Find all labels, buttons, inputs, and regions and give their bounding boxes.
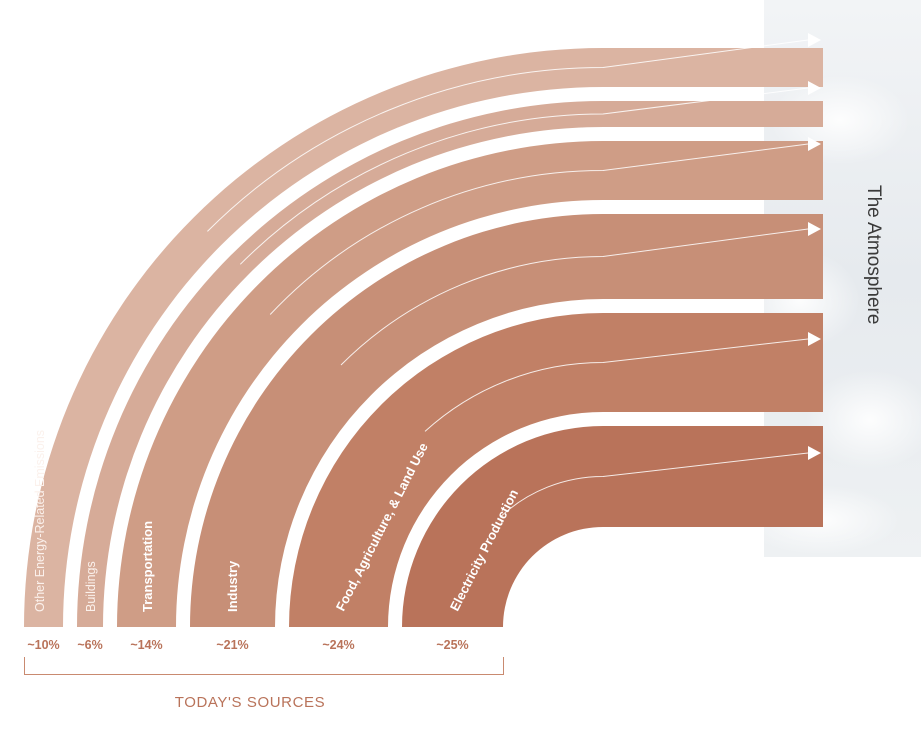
flow-line [424,338,809,432]
todays-sources-label: TODAY'S SOURCES [175,694,326,711]
source-band: Buildings [77,81,823,627]
flow-line [239,87,809,265]
source-bands: Other Energy-Related Emissions Buildings T… [24,33,823,627]
arrow-head-icon [808,332,821,346]
band-label: Buildings [84,561,98,612]
band-label: Other Energy-Related Emissions [33,430,47,612]
sources-bracket [24,657,504,675]
source-band: Industry [190,214,823,627]
bracket-line [24,657,504,675]
arrow-head-icon [808,137,821,151]
arrow-head-icon [808,446,821,460]
percentage-labels: ~10% ~6% ~14% ~21% ~24% ~25% [27,638,468,652]
band-label: Industry [225,560,240,612]
share-label: ~14% [130,638,162,652]
band-shape [289,313,823,627]
arrow-head-icon [808,81,821,95]
flow-line [269,143,809,315]
atmosphere-label: The Atmosphere [863,185,884,324]
arrow-head-icon [808,33,821,47]
band-shape [77,101,823,627]
source-band: Transportation [117,137,823,627]
band-shape [117,141,823,627]
cloud-shape [805,370,921,470]
flow-line [207,39,809,232]
band-shape [190,214,823,627]
share-label: ~10% [27,638,59,652]
share-label: ~25% [436,638,468,652]
flow-line [499,452,809,518]
share-label: ~21% [216,638,248,652]
band-shape [402,426,823,627]
band-shape [24,48,823,627]
share-label: ~24% [322,638,354,652]
share-label: ~6% [77,638,102,652]
band-label: Transportation [140,521,155,612]
arrow-head-icon [808,222,821,236]
source-band: Other Energy-Related Emissions [24,33,823,627]
source-band: Electricity Production [402,426,823,627]
flow-line [340,228,809,366]
